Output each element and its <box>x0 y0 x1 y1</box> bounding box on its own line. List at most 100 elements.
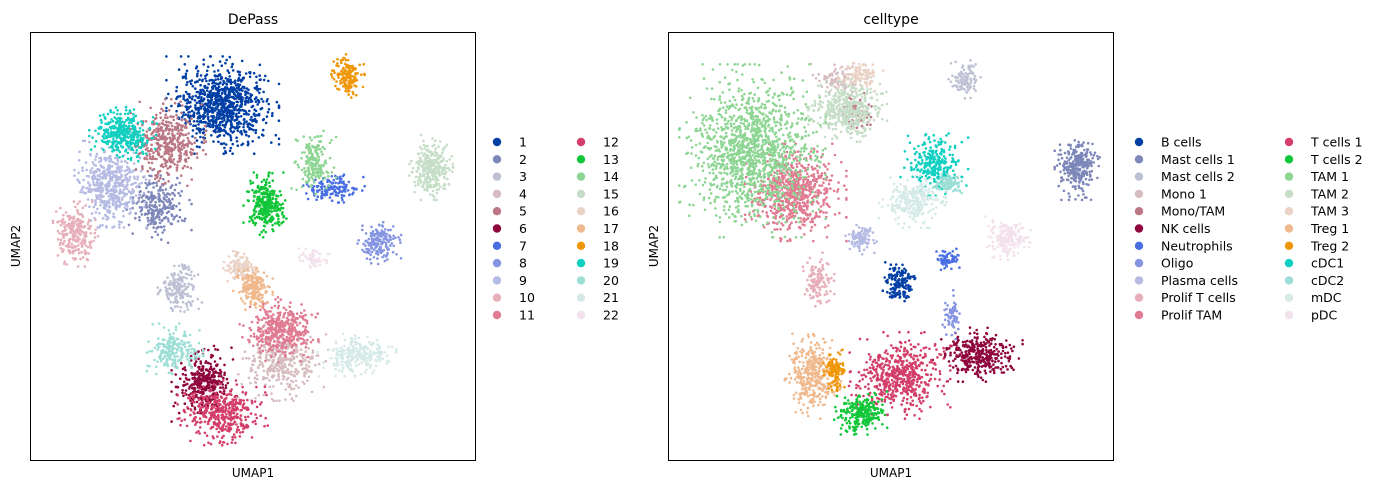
scatter-point <box>271 223 275 227</box>
scatter-point <box>169 115 172 118</box>
scatter-point <box>236 129 240 133</box>
scatter-point <box>216 77 220 81</box>
scatter-point <box>180 190 183 193</box>
scatter-point <box>206 406 210 410</box>
scatter-point <box>293 161 297 164</box>
scatter-point <box>208 395 212 399</box>
scatter-point <box>309 335 312 339</box>
scatter-point <box>211 82 214 85</box>
scatter-point <box>138 100 141 104</box>
scatter-point <box>172 158 175 161</box>
scatter-point <box>373 248 376 252</box>
scatter-point <box>182 95 185 99</box>
scatter-point <box>261 349 265 353</box>
scatter-point <box>267 321 271 324</box>
scatter-point <box>80 245 84 248</box>
scatter-point <box>166 276 169 280</box>
scatter-point <box>276 296 280 299</box>
scatter-point <box>67 222 71 225</box>
scatter-point <box>191 135 194 138</box>
scatter-point <box>217 410 221 414</box>
scatter-point <box>80 240 84 243</box>
scatter-point <box>99 198 102 201</box>
scatter-point <box>216 417 220 421</box>
scatter-point <box>276 360 280 364</box>
scatter-point <box>231 95 235 99</box>
scatter-point <box>434 147 438 150</box>
scatter-point <box>94 177 97 181</box>
scatter-point <box>306 197 310 201</box>
scatter-point <box>202 89 205 93</box>
scatter-point <box>86 198 90 201</box>
scatter-point <box>222 102 225 106</box>
scatter-point <box>213 70 216 73</box>
scatter-point <box>155 138 159 141</box>
scatter-point <box>382 232 385 236</box>
scatter-point <box>218 110 221 114</box>
scatter-point <box>140 208 144 211</box>
scatter-point <box>315 354 319 358</box>
scatter-point <box>188 121 191 125</box>
scatter-point <box>176 287 179 290</box>
scatter-point <box>423 147 427 150</box>
scatter-point <box>425 172 429 175</box>
scatter-point <box>115 169 118 173</box>
scatter-point <box>274 133 278 137</box>
scatter-point <box>320 150 323 153</box>
scatter-point <box>267 315 271 319</box>
scatter-point <box>389 244 392 247</box>
scatter-point <box>216 89 220 93</box>
scatter-point <box>239 402 242 406</box>
scatter-point <box>203 84 207 88</box>
scatter-point <box>239 92 242 96</box>
scatter-point <box>235 136 238 139</box>
scatter-point <box>87 181 90 184</box>
scatter-point <box>175 295 179 298</box>
scatter-point <box>229 134 232 137</box>
scatter-point <box>301 341 305 345</box>
scatter-point <box>94 203 97 207</box>
scatter-point <box>198 379 201 383</box>
scatter-point <box>233 81 237 85</box>
scatter-point <box>155 181 158 184</box>
scatter-point <box>110 197 113 200</box>
scatter-point <box>184 377 188 380</box>
scatter-point <box>219 357 222 360</box>
scatter-point <box>138 219 141 222</box>
scatter-point <box>314 178 317 182</box>
scatter-point <box>250 368 254 372</box>
scatter-point <box>134 212 138 215</box>
scatter-point <box>270 329 273 333</box>
scatter-point <box>277 119 281 122</box>
scatter-point <box>180 118 183 122</box>
scatter-point <box>222 379 225 382</box>
scatter-point <box>196 297 199 301</box>
scatter-point <box>96 235 100 238</box>
scatter-point <box>231 438 234 441</box>
scatter-point <box>426 144 430 148</box>
scatter-point <box>183 380 186 384</box>
scatter-point <box>316 174 320 177</box>
scatter-point <box>229 109 232 112</box>
scatter-point <box>177 129 180 133</box>
scatter-point <box>200 120 203 124</box>
scatter-point <box>211 123 214 127</box>
scatter-point <box>378 234 382 238</box>
scatter-point <box>260 361 264 364</box>
scatter-point <box>243 425 247 429</box>
scatter-point <box>85 251 88 255</box>
scatter-point <box>395 253 398 256</box>
scatter-point <box>222 441 226 444</box>
scatter-point <box>104 192 108 195</box>
scatter-point <box>213 404 217 408</box>
scatter-point <box>179 131 182 135</box>
scatter-point <box>255 81 258 84</box>
scatter-point <box>160 144 163 147</box>
scatter-point <box>184 373 187 377</box>
scatter-point <box>292 387 296 391</box>
scatter-point <box>311 349 315 352</box>
scatter-point <box>158 122 161 126</box>
scatter-point <box>408 174 411 177</box>
scatter-point <box>305 342 308 346</box>
scatter-point <box>280 213 284 216</box>
